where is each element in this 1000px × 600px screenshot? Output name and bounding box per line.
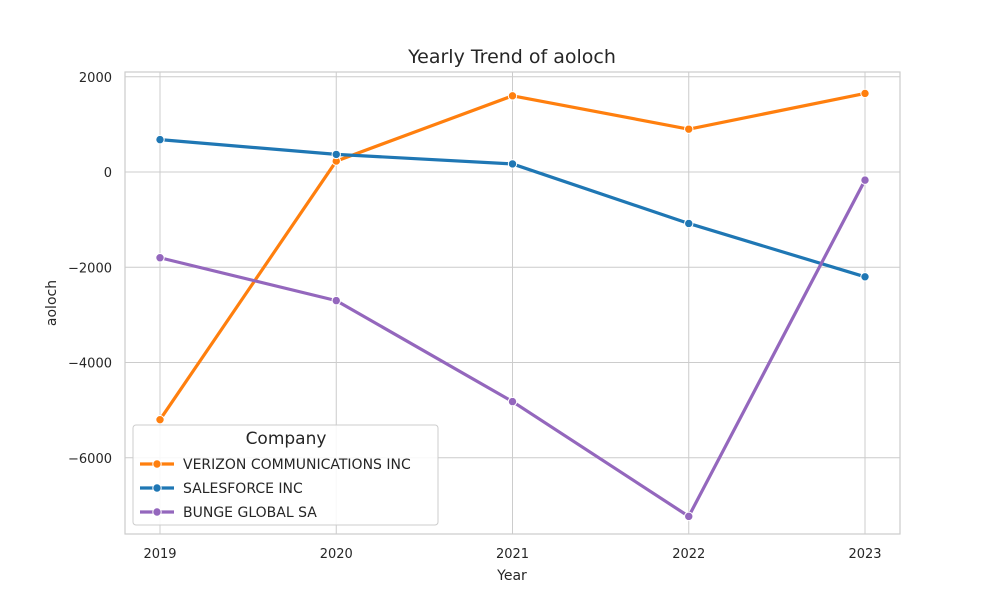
data-point [331,295,341,306]
data-point [684,218,694,229]
y-tick-label: −2000 [68,261,112,276]
data-point [860,272,870,282]
data-point [331,149,341,160]
series-layer [155,88,870,522]
y-tick-label: −4000 [68,357,112,372]
legend-box [132,424,439,526]
legend-swatch-marker [152,459,162,469]
legend-title: Company [246,429,327,449]
series-2 [155,175,870,522]
x-tick-label: 2022 [672,547,705,562]
legend: Company VERIZON COMMUNICATIONS INC SALESF… [132,424,439,526]
series-1 [155,134,870,282]
x-tick-label: 2020 [320,547,353,562]
data-point [155,134,165,145]
data-point [860,175,870,185]
chart-title: Yearly Trend of aoloch [407,46,616,68]
y-axis-ticks: 2000 0 −2000 −4000 −6000 [68,71,112,467]
y-tick-label: −6000 [68,452,112,467]
legend-label: SALESFORCE INC [183,481,303,497]
x-tick-label: 2021 [496,547,529,562]
data-point [155,414,165,425]
plot-frame [124,71,901,535]
y-axis-label: aoloch [44,280,60,326]
legend-label: BUNGE GLOBAL SA [183,505,317,521]
x-axis-label: Year [496,568,527,584]
legend-entries: VERIZON COMMUNICATIONS INC SALESFORCE INC… [140,457,411,521]
data-point [507,159,518,169]
legend-swatch-marker [152,507,162,517]
data-point [684,124,694,134]
x-axis-ticks: 2019 2020 2021 2022 2023 [143,547,881,562]
data-point [155,253,165,263]
data-point [684,511,694,522]
x-tick-label: 2023 [848,547,881,562]
data-point [860,88,870,99]
data-point [507,91,518,101]
series-0 [155,88,870,425]
legend-label: VERIZON COMMUNICATIONS INC [183,457,411,473]
y-tick-label: 0 [104,166,112,181]
legend-entry: BUNGE GLOBAL SA [140,505,317,521]
legend-entry: VERIZON COMMUNICATIONS INC [140,457,411,473]
legend-entry: SALESFORCE INC [140,481,303,497]
data-point [507,396,518,407]
legend-swatch-marker [152,483,162,493]
x-tick-label: 2019 [143,547,176,562]
y-tick-label: 2000 [79,71,112,86]
